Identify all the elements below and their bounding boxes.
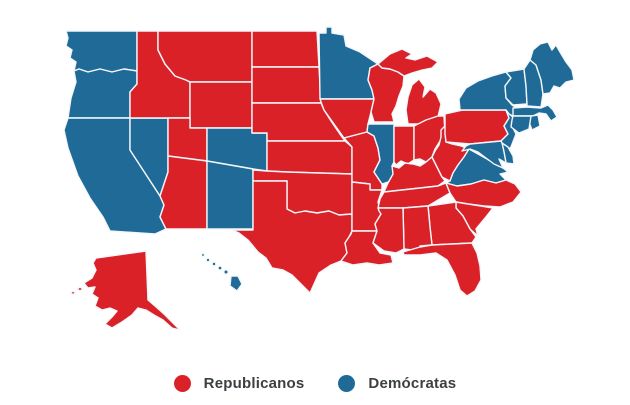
legend-item-republicans: Republicanos xyxy=(173,375,305,392)
state-indiana[interactable] xyxy=(393,125,415,166)
state-wyoming[interactable] xyxy=(189,81,253,129)
state-minnesota[interactable] xyxy=(318,26,379,100)
state-maine[interactable] xyxy=(529,41,575,95)
legend: Republicanos Demócratas xyxy=(0,375,630,392)
state-oregon[interactable] xyxy=(67,68,138,119)
legend-label-democrats: Demócratas xyxy=(368,375,457,392)
state-new-mexico[interactable] xyxy=(206,160,254,230)
state-maryland[interactable] xyxy=(461,140,507,169)
state-south-dakota[interactable] xyxy=(251,66,322,104)
state-hawaii[interactable] xyxy=(200,252,243,292)
state-louisiana[interactable] xyxy=(340,230,394,266)
democrat-dot-icon xyxy=(338,375,356,392)
states-layer xyxy=(63,26,575,331)
state-kansas[interactable] xyxy=(266,140,353,175)
state-washington[interactable] xyxy=(65,30,138,73)
state-texas[interactable] xyxy=(231,180,353,294)
state-alaska[interactable] xyxy=(69,250,181,331)
state-florida[interactable] xyxy=(402,242,482,297)
republican-dot-icon xyxy=(173,375,191,392)
state-pennsylvania[interactable] xyxy=(444,109,510,145)
state-connecticut[interactable] xyxy=(510,115,532,134)
legend-item-democrats: Demócratas xyxy=(338,375,456,392)
state-north-dakota[interactable] xyxy=(251,30,320,68)
state-mississippi[interactable] xyxy=(372,207,405,254)
state-ohio[interactable] xyxy=(413,115,446,163)
legend-label-republicans: Republicanos xyxy=(203,375,305,392)
state-alabama[interactable] xyxy=(402,205,433,254)
state-vermont[interactable] xyxy=(504,68,528,106)
